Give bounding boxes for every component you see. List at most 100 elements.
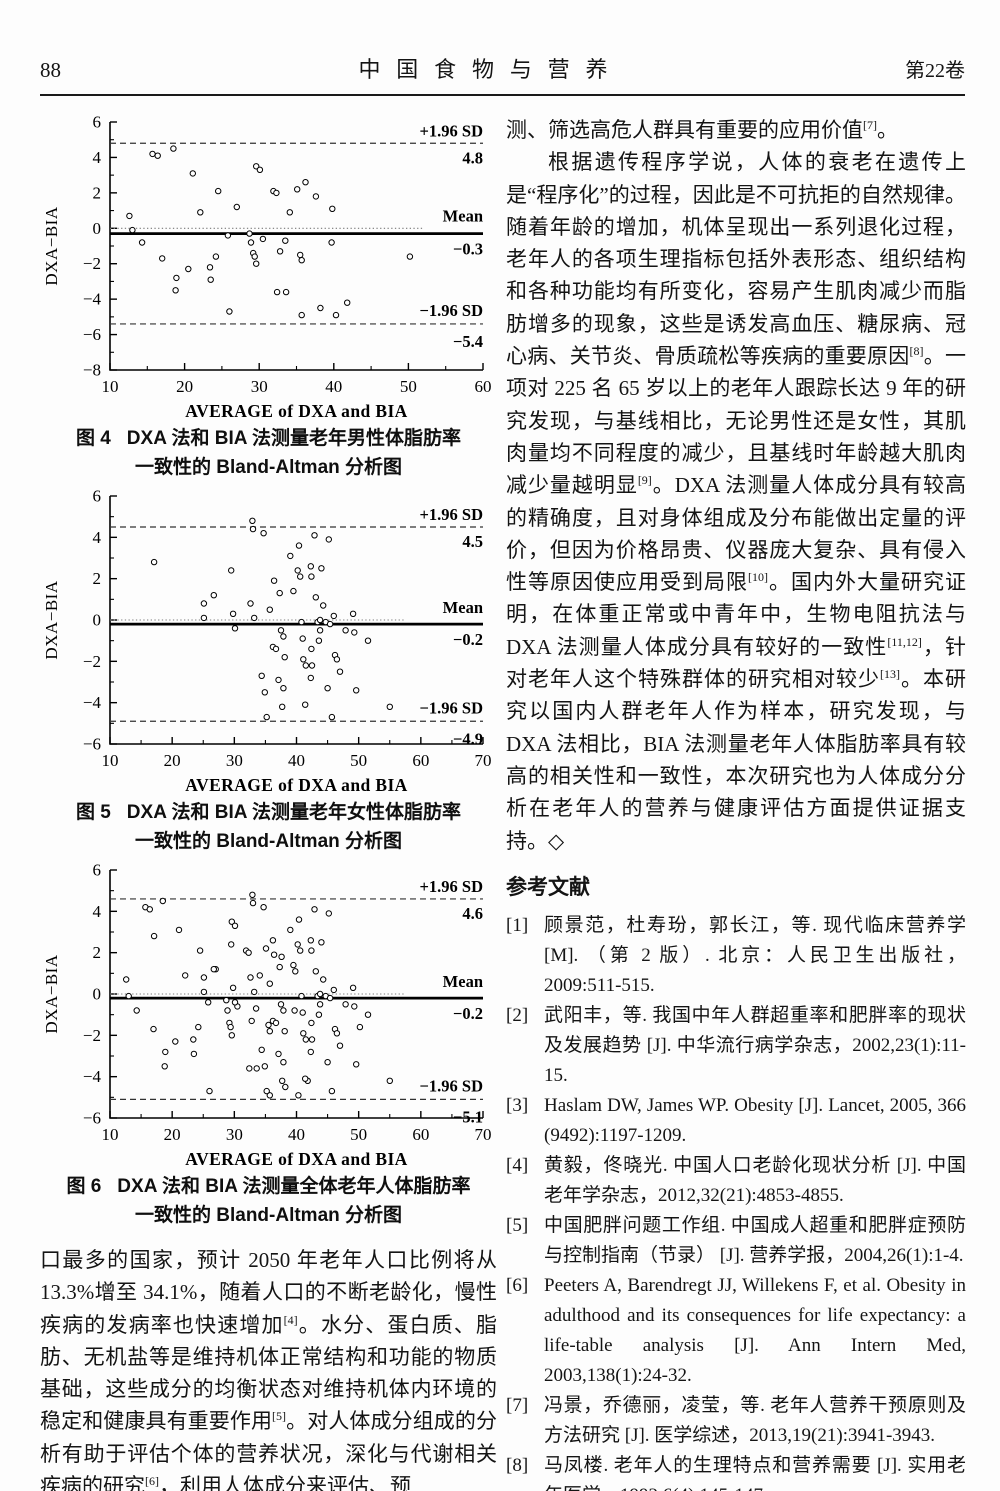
upper-loa-label: +1.96 SD (420, 877, 484, 896)
data-point (265, 1021, 272, 1029)
data-point (312, 594, 319, 601)
data-point (123, 976, 130, 983)
citation-superscript: [8] (909, 344, 924, 359)
data-point (260, 530, 267, 537)
data-point (262, 945, 270, 952)
data-point (185, 265, 192, 273)
x-tick-label: 30 (226, 1125, 243, 1144)
reference-item: [7] 冯景，乔德丽，凌莹，等. 老年人营养干预原则及方法研究 [J]. 医学综述… (506, 1391, 966, 1451)
data-point (386, 1077, 393, 1085)
x-tick-label: 40 (288, 751, 305, 770)
lower-loa-label: −1.96 SD (420, 698, 484, 717)
figure-5: −6 −4 −2 0 2 4 6 10 20 30 40 50 60 70 DXA−BIA AVERAGE o… (40, 486, 497, 856)
bland-altman-chart-men: −8 −6 −4 −2 0 2 4 6 10 20 30 40 50 60 DXA−BIA AVERAGE o… (40, 112, 497, 424)
y-tick-label: −2 (83, 254, 101, 273)
mean-label: Mean (443, 598, 483, 617)
data-point (207, 276, 214, 283)
caption-line-1: 图 4 DXA 法和 BIA 法测量老年男性体脂肪率 (75, 428, 462, 449)
upper-loa-value: 4.5 (462, 532, 483, 551)
data-point (263, 713, 270, 721)
data-point (280, 1007, 287, 1014)
data-point (138, 239, 146, 246)
y-tick-label: −2 (83, 1026, 101, 1045)
y-tick-label: −4 (83, 693, 102, 712)
data-point (273, 189, 280, 197)
data-point (206, 264, 214, 271)
reference-item: [1] 顾景范，杜寿玢，郭长江，等. 现代临床营养学 [M]. （第 2 版）. … (506, 911, 966, 1001)
body-paragraph-left: 口最多的国家，预计 2050 年老年人口比例将从 13.3%增至 34.1%，随… (40, 1248, 498, 1491)
data-point (333, 1030, 341, 1037)
y-tick-label: 0 (93, 219, 102, 238)
data-point (200, 988, 208, 996)
data-point (276, 589, 283, 597)
data-point (281, 1028, 288, 1035)
data-point (215, 187, 222, 195)
caption-line-1: 图 5 DXA 法和 BIA 法测量老年女性体脂肪率 (75, 802, 462, 823)
x-axis-title: AVERAGE of DXA and BIA (185, 401, 407, 421)
reference-text: Haslam DW, James WP. Obesity [J]. Lancet… (544, 1094, 966, 1146)
data-point (189, 170, 197, 177)
data-point (228, 567, 235, 574)
data-point (149, 150, 156, 158)
x-tick-label: 20 (164, 751, 181, 770)
data-point (247, 974, 254, 981)
data-point (342, 1001, 349, 1008)
data-point (300, 1030, 307, 1037)
data-point (247, 239, 255, 246)
data-point (302, 179, 309, 186)
mean-label: Mean (443, 206, 483, 225)
data-point (290, 587, 297, 595)
journal-title: 中国食物与营养 (358, 57, 624, 82)
data-point (275, 1050, 282, 1058)
data-point (328, 239, 335, 246)
data-point (320, 602, 327, 609)
data-point (210, 592, 218, 599)
data-point (146, 906, 154, 913)
body-paragraph-discussion: 根据遗传程序学说，人体的衰老在遗传上是“程序化”的过程，因此是不可抗拒的自然规律… (506, 150, 967, 853)
data-point (311, 906, 318, 913)
bland-altman-plot: −8 −6 −4 −2 0 2 4 6 10 20 30 40 50 60 DXA−BIA AVERAGE o… (42, 113, 492, 422)
data-point (326, 620, 334, 628)
data-point (316, 616, 324, 624)
data-point (266, 980, 274, 987)
data-point (246, 230, 253, 237)
data-point (246, 1065, 253, 1072)
figure-label: 图 4 (75, 428, 111, 449)
data-point (190, 1050, 198, 1058)
mean-value: −0.3 (453, 240, 483, 259)
figure-label: 图 6 (66, 1176, 102, 1197)
data-point (307, 563, 314, 570)
reference-item: [6] Peeters A, Barendregt JJ, Willekens F… (506, 1271, 966, 1391)
data-point (315, 637, 323, 644)
data-point (227, 1023, 234, 1031)
data-point (266, 1092, 274, 1099)
figure-6-caption: 图 6 DXA 法和 BIA 法测量全体老年人体脂肪率 一致性的 Bland-Al… (40, 1172, 497, 1230)
data-point (249, 891, 256, 898)
data-point (280, 633, 287, 640)
data-point (205, 999, 212, 1006)
data-point (386, 703, 393, 711)
data-point (150, 558, 158, 566)
mean-value: −0.2 (453, 630, 483, 649)
data-point (279, 1077, 286, 1085)
bland-altman-chart-women: −6 −4 −2 0 2 4 6 10 20 30 40 50 60 70 DXA−BIA AVERAGE o… (40, 486, 497, 798)
data-point (272, 1019, 280, 1027)
x-tick-label: 70 (475, 751, 492, 770)
reference-text: 顾景范，杜寿玢，郭长江，等. 现代临床营养学 [M]. （第 2 版）. 北京：… (544, 914, 966, 996)
data-point (286, 209, 294, 216)
data-point (302, 1036, 309, 1043)
data-point (226, 308, 233, 315)
data-point (256, 166, 264, 173)
x-tick-label: 40 (325, 377, 342, 396)
data-point (318, 939, 325, 946)
caption-line-2: 一致性的 Bland-Altman 分析图 (134, 1205, 403, 1226)
lower-loa-value: −5.1 (453, 1107, 483, 1126)
data-point (308, 645, 315, 653)
data-point (336, 1042, 344, 1049)
data-point (298, 257, 305, 264)
x-tick-label: 10 (102, 751, 119, 770)
reference-text: 黄毅，佟晓光. 中国人口老龄化现状分析 [J]. 中国老年学杂志，2012,32… (544, 1154, 966, 1206)
data-point (329, 205, 336, 213)
bland-altman-chart-all: −6 −4 −2 0 2 4 6 10 20 30 40 50 60 70 DXA−BIA AVERAGE o… (40, 860, 497, 1172)
x-tick-label: 30 (251, 377, 268, 396)
